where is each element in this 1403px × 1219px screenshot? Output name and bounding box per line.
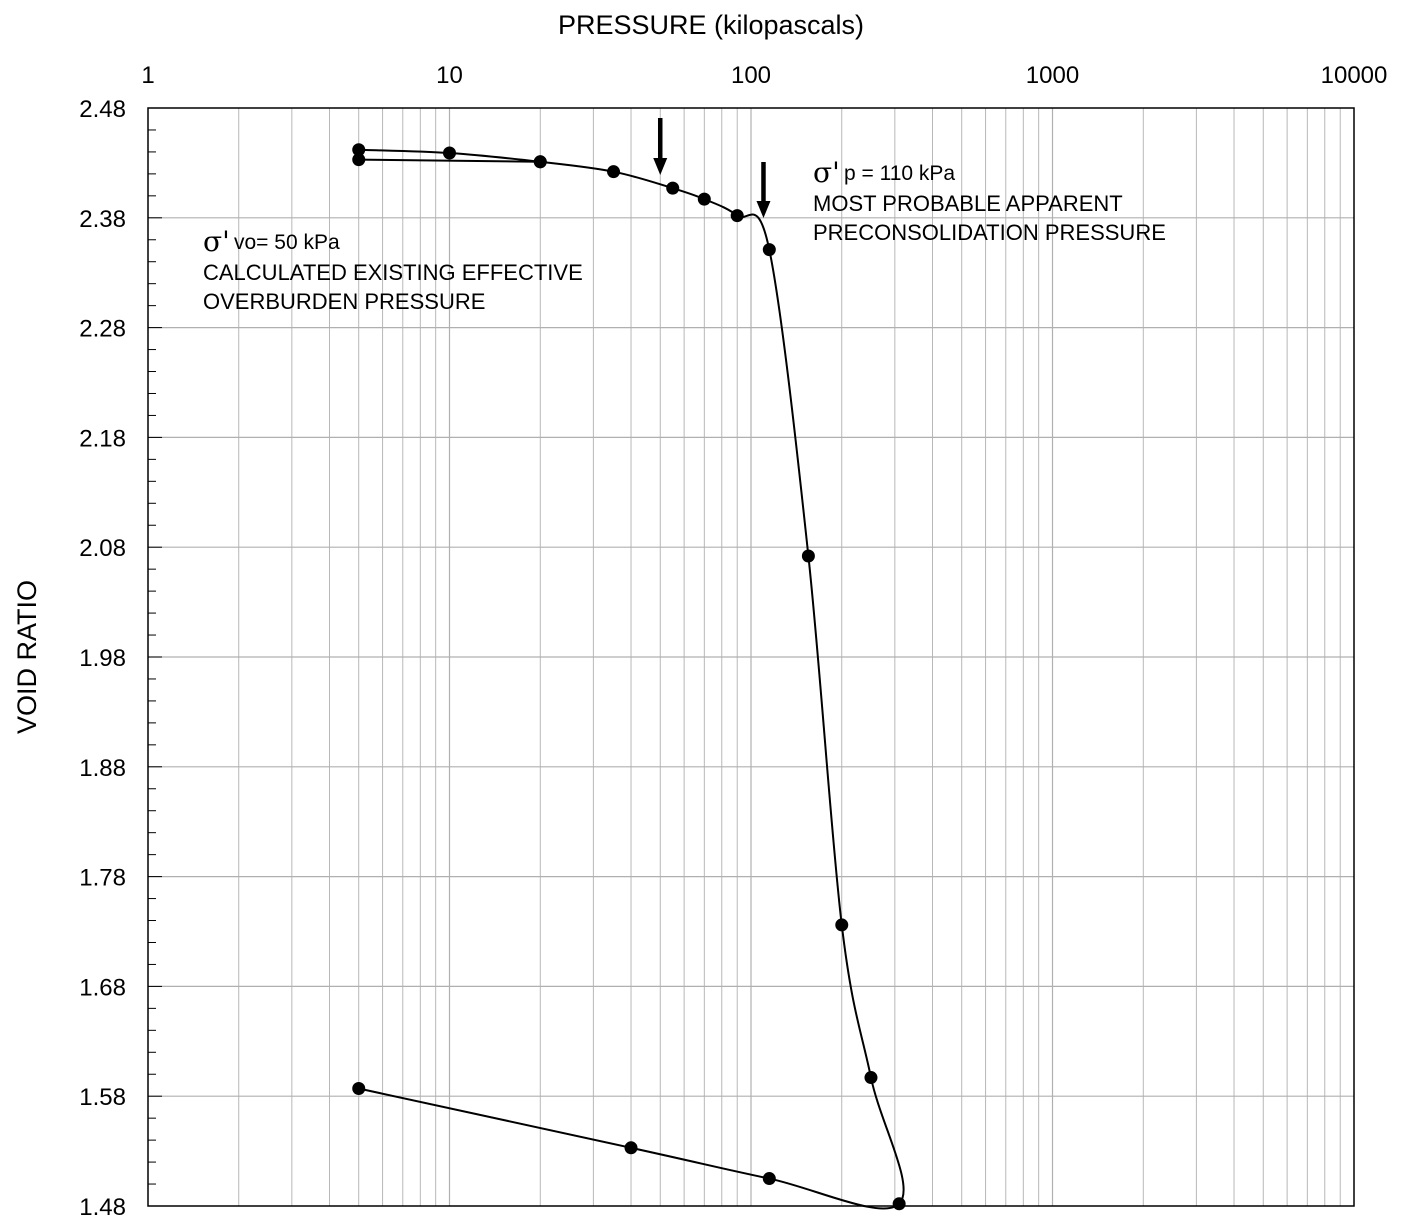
data-point: [443, 146, 456, 160]
preconsolidation-description-line-1: MOST PROBABLE APPARENT: [813, 191, 1123, 216]
x-tick-label: 10000: [1321, 62, 1388, 89]
plot-frame: [147, 107, 1355, 1207]
data-points: [352, 143, 906, 1211]
y-tick-label: 2.48: [79, 96, 126, 123]
data-point: [666, 181, 680, 195]
x-axis-title: PRESSURE (kilopascals): [558, 10, 864, 40]
data-point: [762, 243, 776, 257]
overburden-sigma-symbol: σ': [203, 225, 230, 258]
x-tick-label: 10: [436, 62, 463, 89]
y-tick-label: 2.08: [79, 535, 126, 562]
preconsolidation-description-line-2: PRECONSOLIDATION PRESSURE: [813, 220, 1166, 245]
preconsolidation-annotation: σ' p = 110 kPa MOST PROBABLE APPARENT PR…: [813, 156, 1166, 245]
data-point: [864, 1071, 878, 1085]
y-axis-title: VOID RATIO: [12, 580, 42, 734]
x-tick-label: 1000: [1026, 62, 1079, 89]
data-point: [730, 209, 744, 223]
data-point: [352, 143, 366, 157]
y-tick-label: 1.58: [79, 1084, 126, 1111]
series-line: [358, 158, 541, 163]
arrow-head: [653, 158, 668, 175]
overburden-description-line-2: OVERBURDEN PRESSURE: [203, 289, 485, 314]
arrows: [653, 118, 771, 218]
arrow-head: [756, 201, 771, 218]
data-point: [892, 1197, 906, 1211]
y-tick-label: 1.48: [79, 1194, 126, 1219]
data-point: [352, 153, 366, 167]
y-tick-label: 1.68: [79, 974, 126, 1001]
x-tick-label: 1: [141, 62, 154, 89]
overburden-value-label: vo= 50 kPa: [234, 231, 340, 254]
data-point: [801, 549, 815, 563]
y-tick-label: 2.28: [79, 316, 126, 343]
y-tick-label: 1.78: [79, 865, 126, 892]
data-point: [533, 155, 547, 169]
data-point: [835, 918, 849, 932]
annotations: σ' vo= 50 kPa CALCULATED EXISTING EFFECT…: [203, 156, 1166, 314]
tick-labels: 1 10 100 1000 10000 2.48 2.38 2.28 2.18 2.08 1.98 1…: [79, 62, 1387, 1219]
x-tick-label: 100: [731, 62, 771, 89]
y-tick-label: 1.88: [79, 755, 126, 782]
preconsolidation-sigma-symbol: σ': [813, 156, 840, 189]
data-point: [624, 1141, 638, 1155]
overburden-description-line-1: CALCULATED EXISTING EFFECTIVE: [203, 260, 583, 285]
data-point: [352, 1082, 366, 1096]
y-tick-label: 2.18: [79, 425, 126, 452]
grid: [148, 108, 1354, 1206]
data-point: [697, 192, 711, 206]
y-tick-label: 2.38: [79, 206, 126, 233]
preconsolidation-value-label: p = 110 kPa: [844, 162, 955, 185]
data-point: [762, 1172, 776, 1186]
overburden-annotation: σ' vo= 50 kPa CALCULATED EXISTING EFFECT…: [203, 225, 583, 314]
y-tick-label: 1.98: [79, 645, 126, 672]
data-point: [607, 165, 621, 179]
